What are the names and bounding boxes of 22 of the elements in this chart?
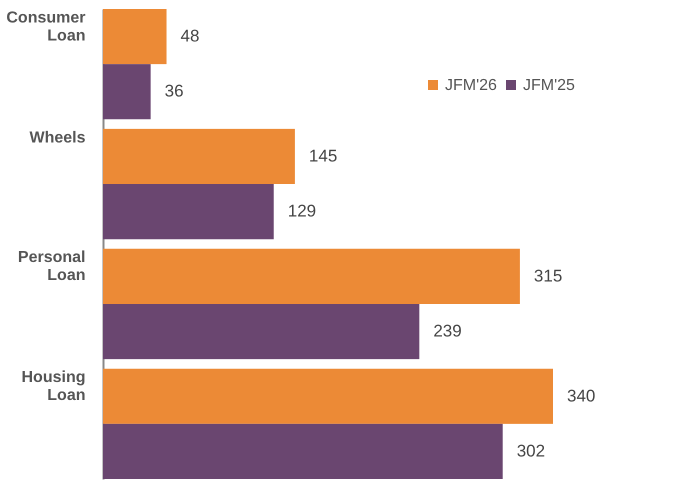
data-label: 239 bbox=[433, 322, 462, 341]
data-label: 340 bbox=[567, 386, 596, 406]
bar bbox=[103, 128, 295, 184]
data-label: 48 bbox=[180, 26, 200, 46]
data-label: 129 bbox=[288, 202, 316, 221]
data-label: 302 bbox=[516, 441, 546, 460]
bar bbox=[103, 248, 520, 304]
bar bbox=[103, 64, 151, 120]
y-tick-label: Personal Loan bbox=[18, 249, 86, 284]
y-tick-label: Wheels bbox=[29, 129, 86, 146]
y-tick-label: Consumer Loan bbox=[6, 9, 86, 44]
legend-label: JFM'26 bbox=[445, 77, 498, 94]
bar bbox=[103, 304, 420, 360]
data-label: 315 bbox=[534, 266, 562, 286]
data-label: 36 bbox=[164, 82, 184, 101]
bar bbox=[103, 9, 167, 64]
y-tick-label: Housing Loan bbox=[22, 369, 86, 404]
legend-label: JFM'25 bbox=[523, 77, 576, 94]
data-label: 145 bbox=[308, 146, 338, 166]
bar bbox=[103, 368, 553, 424]
bar bbox=[103, 184, 274, 240]
bar bbox=[103, 424, 503, 479]
